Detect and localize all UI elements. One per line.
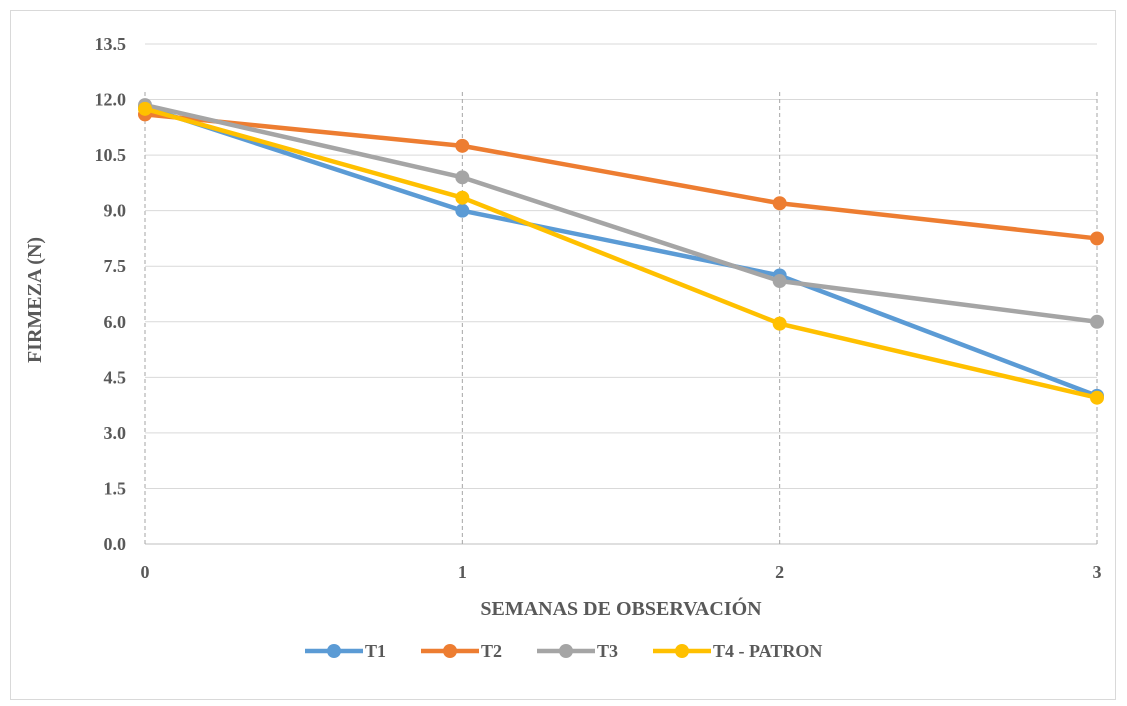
series-2 bbox=[138, 107, 1104, 246]
data-point bbox=[1090, 390, 1104, 405]
series-4 bbox=[138, 101, 1104, 405]
legend-item: T2 bbox=[421, 641, 502, 661]
series-3 bbox=[138, 98, 1104, 329]
legend-item: T1 bbox=[305, 641, 386, 661]
y-tick-label: 12.0 bbox=[95, 90, 127, 110]
data-point bbox=[455, 138, 470, 153]
y-tick-label: 4.5 bbox=[104, 367, 127, 387]
series-line bbox=[142, 102, 1100, 325]
legend-label: T3 bbox=[597, 641, 618, 661]
legend-item: T4 - PATRON bbox=[653, 641, 822, 661]
legend-label: T2 bbox=[481, 641, 502, 661]
data-point bbox=[455, 170, 470, 185]
legend-swatch-marker bbox=[443, 644, 457, 658]
y-tick-label: 13.5 bbox=[95, 34, 127, 54]
y-tick-label: 10.5 bbox=[95, 145, 127, 165]
data-point bbox=[1090, 314, 1104, 329]
data-point bbox=[772, 274, 787, 289]
y-tick-label: 3.0 bbox=[104, 423, 127, 443]
legend-swatch-marker bbox=[559, 644, 573, 658]
legend-label: T4 - PATRON bbox=[713, 641, 822, 661]
x-tick-label: 2 bbox=[775, 562, 784, 582]
series-lines bbox=[138, 98, 1104, 405]
x-axis-title: SEMANAS DE OBSERVACIÓN bbox=[480, 596, 762, 620]
legend-swatch-marker bbox=[327, 644, 341, 658]
legend-item: T3 bbox=[537, 641, 618, 661]
x-tick-label: 1 bbox=[458, 562, 467, 582]
legend-swatch-marker bbox=[675, 644, 689, 658]
data-point bbox=[455, 190, 470, 205]
series-line bbox=[142, 106, 1100, 400]
y-tick-labels: 0.0 1.5 3.0 4.5 6.0 7.5 9.0 10.5 12.0 13.5 bbox=[95, 34, 127, 554]
y-tick-label: 1.5 bbox=[104, 478, 127, 498]
data-point bbox=[1090, 231, 1104, 246]
x-tick-labels: 0 1 2 3 bbox=[141, 562, 1102, 582]
y-tick-label: 6.0 bbox=[104, 312, 127, 332]
gridlines bbox=[145, 43, 1097, 545]
y-axis-title: FIRMEZA (N) bbox=[24, 237, 46, 363]
series-line bbox=[142, 112, 1100, 241]
drop-lines bbox=[144, 92, 1098, 544]
legend-label: T1 bbox=[365, 641, 386, 661]
data-point bbox=[455, 203, 470, 218]
y-tick-label: 0.0 bbox=[104, 534, 127, 554]
series-line bbox=[142, 104, 1100, 399]
data-point bbox=[138, 101, 152, 116]
data-point bbox=[772, 316, 787, 331]
x-tick-label: 0 bbox=[141, 562, 150, 582]
data-point bbox=[772, 196, 787, 211]
legend: T1 T2 T3 T4 - PATRON bbox=[305, 641, 822, 661]
x-tick-label: 3 bbox=[1093, 562, 1102, 582]
y-tick-label: 9.0 bbox=[104, 201, 127, 221]
y-tick-label: 7.5 bbox=[104, 256, 127, 276]
